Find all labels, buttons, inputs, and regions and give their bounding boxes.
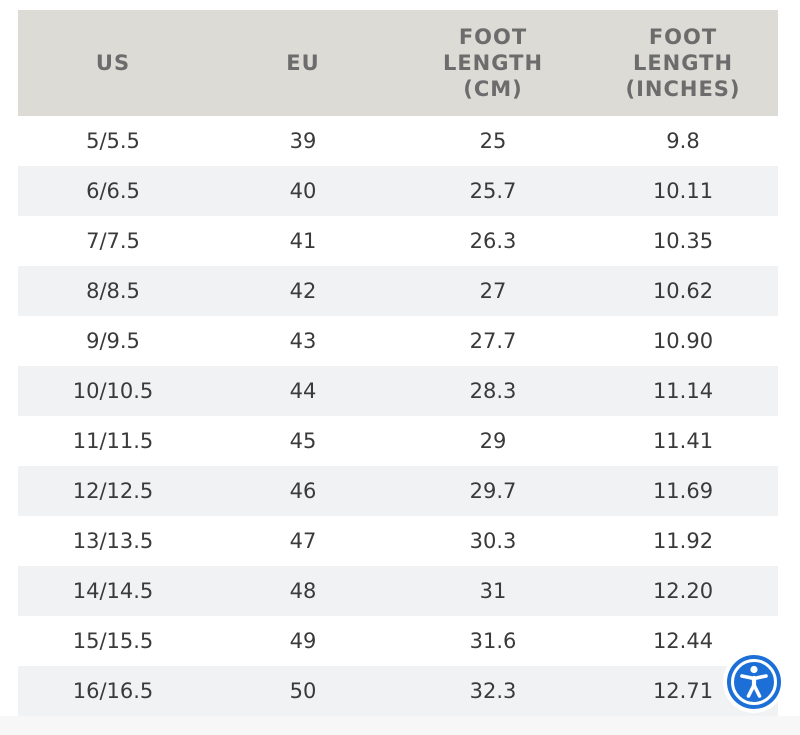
cell-foot-length-cm: 28.3: [469, 379, 517, 403]
cell-eu-size: 47: [289, 529, 317, 553]
cell-foot-length-cm: 32.3: [469, 679, 517, 703]
cell-foot-length-cm: 25: [479, 129, 507, 153]
table-header: US EU FOOT LENGTH (CM) FOOT LENGTH (INCH…: [18, 10, 778, 116]
cell-us-size: 15/15.5: [72, 629, 154, 653]
cell-foot-length-cm: 26.3: [469, 229, 517, 253]
cell-eu-size: 41: [289, 229, 317, 253]
cell-foot-length-inches: 11.41: [652, 429, 714, 453]
cell-us-size: 8/8.5: [86, 279, 140, 303]
header-foot-length-inches: FOOT LENGTH (INCHES): [588, 10, 778, 116]
table-row: 5/5.5 39 25 9.8: [18, 116, 778, 166]
accessibility-widget-button[interactable]: [723, 651, 785, 713]
cell-eu-size: 50: [289, 679, 317, 703]
cell-foot-length-inches: 10.35: [652, 229, 714, 253]
table-row: 6/6.5 40 25.7 10.11: [18, 166, 778, 216]
table-row: 7/7.5 41 26.3 10.35: [18, 216, 778, 266]
cell-foot-length-inches: 9.8: [666, 129, 700, 153]
table-row: 13/13.5 47 30.3 11.92: [18, 516, 778, 566]
cell-foot-length-cm: 25.7: [469, 179, 517, 203]
cell-foot-length-inches: 10.11: [652, 179, 714, 203]
cell-us-size: 16/16.5: [72, 679, 154, 703]
header-in-line-1: FOOT: [648, 25, 718, 49]
header-foot-length-cm: FOOT LENGTH (CM): [398, 10, 588, 116]
cell-foot-length-inches: 12.44: [652, 629, 714, 653]
cell-us-size: 7/7.5: [86, 229, 140, 253]
table-row: 11/11.5 45 29 11.41: [18, 416, 778, 466]
table-row: 9/9.5 43 27.7 10.90: [18, 316, 778, 366]
page-bottom-strip: [0, 716, 800, 735]
cell-foot-length-cm: 29.7: [469, 479, 517, 503]
cell-eu-size: 45: [289, 429, 317, 453]
cell-us-size: 10/10.5: [72, 379, 154, 403]
size-chart-table: US EU FOOT LENGTH (CM) FOOT LENGTH (INCH…: [18, 10, 778, 716]
table-row: 10/10.5 44 28.3 11.14: [18, 366, 778, 416]
header-row: US EU FOOT LENGTH (CM) FOOT LENGTH (INCH…: [18, 10, 778, 116]
header-cm-line-3: (CM): [463, 77, 523, 101]
cell-eu-size: 46: [289, 479, 317, 503]
cell-us-size: 14/14.5: [72, 579, 154, 603]
cell-eu-size: 40: [289, 179, 317, 203]
cell-foot-length-cm: 31: [479, 579, 507, 603]
table-row: 14/14.5 48 31 12.20: [18, 566, 778, 616]
cell-eu-size: 48: [289, 579, 317, 603]
cell-foot-length-cm: 29: [479, 429, 507, 453]
cell-us-size: 11/11.5: [72, 429, 154, 453]
cell-us-size: 9/9.5: [86, 329, 140, 353]
header-eu-line-1: EU: [286, 51, 320, 75]
header-in-line-2: LENGTH: [632, 51, 734, 75]
cell-us-size: 5/5.5: [86, 129, 140, 153]
header-cm-line-2: LENGTH: [442, 51, 544, 75]
header-us: US: [18, 10, 208, 116]
accessibility-person-icon: [725, 653, 783, 711]
cell-foot-length-inches: 11.92: [652, 529, 714, 553]
cell-foot-length-inches: 11.14: [652, 379, 714, 403]
cell-foot-length-inches: 11.69: [652, 479, 714, 503]
header-cm-line-1: FOOT: [458, 25, 528, 49]
table-body: 5/5.5 39 25 9.8 6/6.5 40 25.7 10.11 7/7.…: [18, 116, 778, 716]
cell-foot-length-cm: 30.3: [469, 529, 517, 553]
cell-eu-size: 43: [289, 329, 317, 353]
header-in-line-3: (INCHES): [625, 77, 741, 101]
cell-eu-size: 44: [289, 379, 317, 403]
table-row: 8/8.5 42 27 10.62: [18, 266, 778, 316]
cell-foot-length-inches: 10.90: [652, 329, 714, 353]
cell-us-size: 12/12.5: [72, 479, 154, 503]
cell-foot-length-cm: 31.6: [469, 629, 517, 653]
table-row: 15/15.5 49 31.6 12.44: [18, 616, 778, 666]
cell-us-size: 13/13.5: [72, 529, 154, 553]
cell-foot-length-inches: 12.20: [652, 579, 714, 603]
cell-eu-size: 49: [289, 629, 317, 653]
cell-eu-size: 39: [289, 129, 317, 153]
cell-us-size: 6/6.5: [86, 179, 140, 203]
header-eu: EU: [208, 10, 398, 116]
cell-foot-length-inches: 10.62: [652, 279, 714, 303]
cell-foot-length-cm: 27.7: [469, 329, 517, 353]
cell-eu-size: 42: [289, 279, 317, 303]
cell-foot-length-inches: 12.71: [652, 679, 714, 703]
table-row: 12/12.5 46 29.7 11.69: [18, 466, 778, 516]
cell-foot-length-cm: 27: [479, 279, 507, 303]
table-row: 16/16.5 50 32.3 12.71: [18, 666, 778, 716]
header-us-line-1: US: [95, 51, 131, 75]
